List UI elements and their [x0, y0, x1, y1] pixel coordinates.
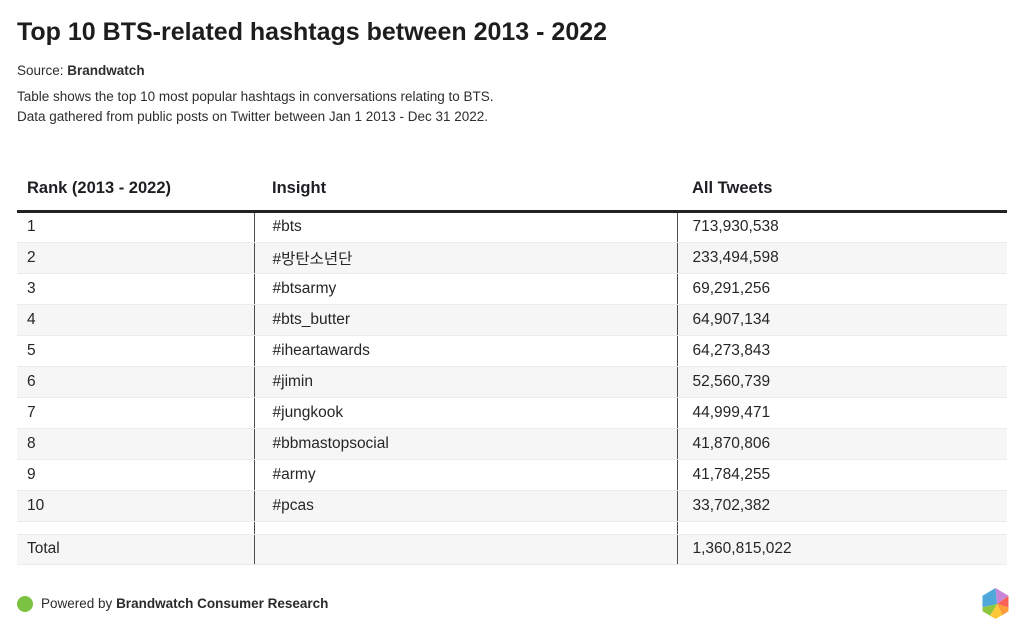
rank-cell: 6 [17, 366, 255, 398]
column-header-insight: Insight [254, 168, 677, 213]
total-row: Total 1,360,815,022 [17, 534, 1007, 565]
powered-by-text: Powered by Brandwatch Consumer Research [41, 596, 328, 611]
insight-cell: #army [254, 459, 678, 491]
all-tweets-cell: 41,870,806 [677, 428, 1007, 460]
footer: Powered by Brandwatch Consumer Research [17, 588, 1010, 619]
spacer-row [17, 521, 1007, 535]
insight-cell: #방탄소년단 [254, 242, 678, 274]
all-tweets-cell: 233,494,598 [677, 242, 1007, 274]
insight-cell: #jimin [254, 366, 678, 398]
all-tweets-cell: 713,930,538 [677, 211, 1007, 243]
column-header-all-tweets: All Tweets [677, 168, 1007, 213]
total-insight-cell [254, 534, 678, 565]
rank-cell: 9 [17, 459, 255, 491]
all-tweets-cell: 64,273,843 [677, 335, 1007, 367]
total-label: Total [17, 534, 255, 565]
green-dot-icon [17, 595, 33, 612]
insight-cell: #bts_butter [254, 304, 678, 336]
spacer-cell [677, 521, 1007, 535]
insight-cell: #bts [254, 211, 678, 243]
insight-cell: #pcas [254, 490, 678, 522]
hashtags-table: Rank (2013 - 2022) Insight All Tweets 1 … [17, 168, 1007, 565]
brandwatch-hexagon-logo-icon [982, 588, 1009, 619]
header-row: Rank (2013 - 2022) Insight All Tweets [17, 168, 1007, 213]
insight-cell: #iheartawards [254, 335, 678, 367]
table-header: Rank (2013 - 2022) Insight All Tweets [17, 168, 1007, 213]
insight-cell: #btsarmy [254, 273, 678, 305]
rank-cell: 5 [17, 335, 255, 367]
all-tweets-cell: 69,291,256 [677, 273, 1007, 305]
table-row: 6 #jimin 52,560,739 [17, 366, 1007, 398]
rank-cell: 4 [17, 304, 255, 336]
table-footer-body: Total 1,360,815,022 [17, 521, 1007, 565]
source-name: Brandwatch [67, 62, 145, 78]
all-tweets-cell: 64,907,134 [677, 304, 1007, 336]
table-row: 10 #pcas 33,702,382 [17, 490, 1007, 522]
insight-cell: #bbmastopsocial [254, 428, 678, 460]
all-tweets-cell: 41,784,255 [677, 459, 1007, 491]
spacer-cell [254, 521, 678, 535]
rank-cell: 2 [17, 242, 255, 274]
table-row: 3 #btsarmy 69,291,256 [17, 273, 1007, 305]
column-header-rank: Rank (2013 - 2022) [17, 168, 254, 213]
page-title: Top 10 BTS-related hashtags between 2013… [17, 18, 608, 46]
description-line-2: Data gathered from public posts on Twitt… [17, 108, 489, 124]
all-tweets-cell: 44,999,471 [677, 397, 1007, 429]
table-body: 1 #bts 713,930,538 2 #방탄소년단 233,494,598 … [17, 211, 1007, 522]
table-row: 4 #bts_butter 64,907,134 [17, 304, 1007, 336]
brand-name: Brandwatch Consumer Research [116, 596, 329, 611]
all-tweets-cell: 33,702,382 [677, 490, 1007, 522]
table-row: 7 #jungkook 44,999,471 [17, 397, 1007, 429]
rank-cell: 8 [17, 428, 255, 460]
rank-cell: 7 [17, 397, 255, 429]
source-line: Source: Brandwatch [17, 63, 1007, 78]
spacer-cell [17, 521, 255, 535]
insight-cell: #jungkook [254, 397, 678, 429]
table-row: 2 #방탄소년단 233,494,598 [17, 242, 1007, 274]
all-tweets-cell: 52,560,739 [677, 366, 1007, 398]
powered-by-label: Powered by [41, 596, 113, 611]
description-line-1: Table shows the top 10 most popular hash… [17, 88, 494, 104]
rank-cell: 3 [17, 273, 255, 305]
total-value: 1,360,815,022 [677, 534, 1007, 565]
table-row: 1 #bts 713,930,538 [17, 211, 1007, 243]
rank-cell: 10 [17, 490, 255, 522]
table-row: 5 #iheartawards 64,273,843 [17, 335, 1007, 367]
rank-cell: 1 [17, 211, 255, 243]
table-row: 9 #army 41,784,255 [17, 459, 1007, 491]
source-label: Source: [17, 62, 64, 78]
table-row: 8 #bbmastopsocial 41,870,806 [17, 428, 1007, 460]
